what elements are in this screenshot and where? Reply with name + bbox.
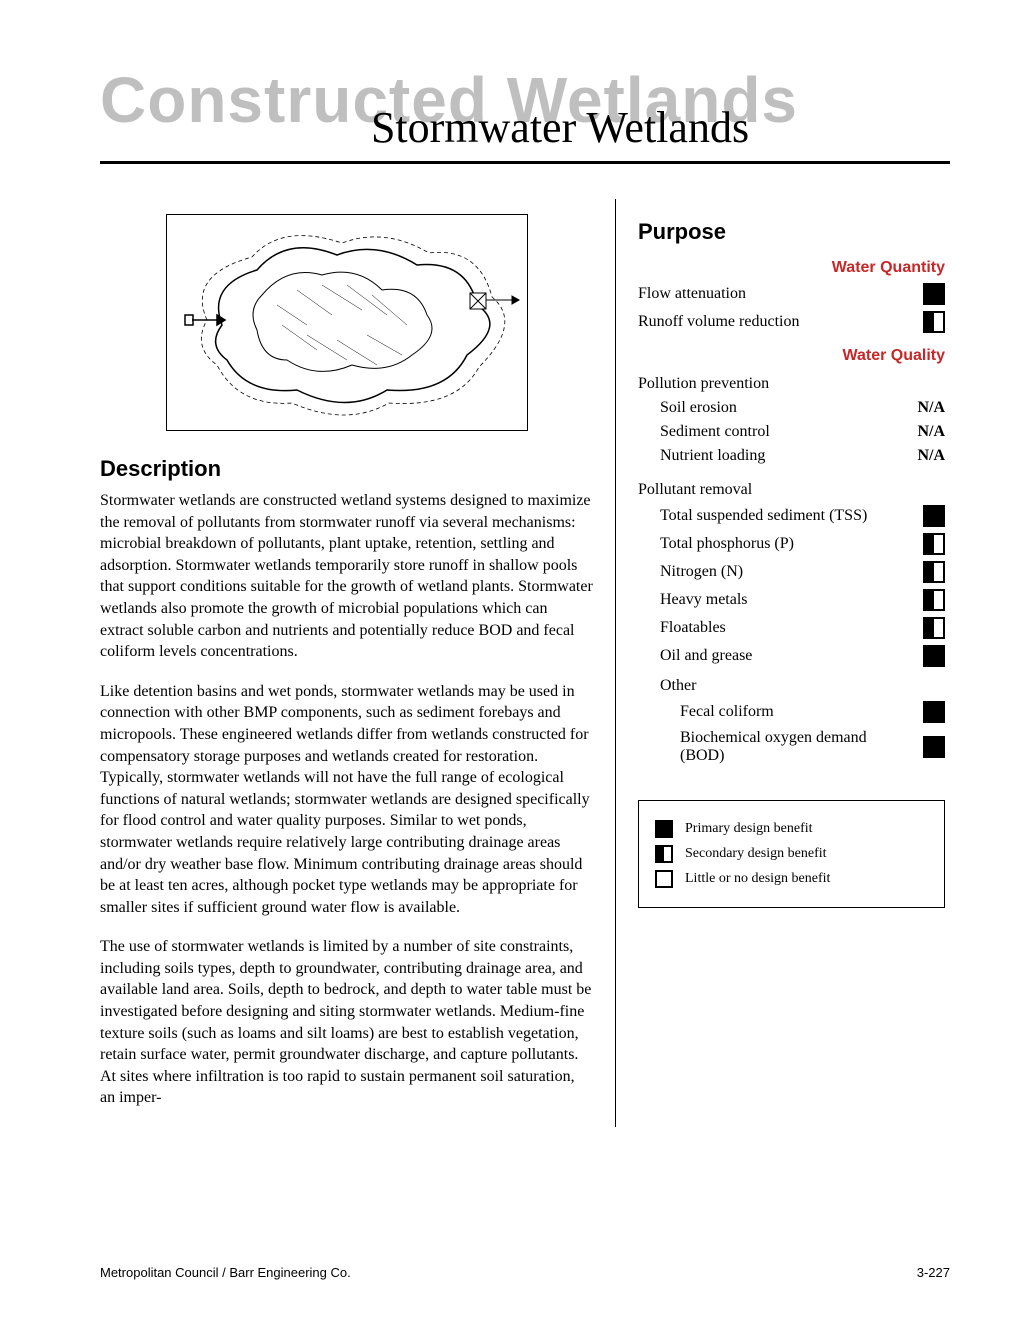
- water-quantity-head: Water Quantity: [638, 259, 945, 277]
- box-runoff: [923, 311, 945, 333]
- box-bod: [923, 736, 945, 758]
- label-fecal: Fecal coliform: [680, 703, 774, 721]
- title-rule: [100, 161, 950, 164]
- description-p3: The use of stormwater wetlands is limite…: [100, 936, 593, 1109]
- content-columns: Description Stormwater wetlands are cons…: [100, 199, 950, 1127]
- right-column: Purpose Water Quantity Flow attenuation …: [615, 199, 945, 1127]
- legend-primary: Primary design benefit: [655, 820, 928, 838]
- label-float: Floatables: [660, 619, 726, 637]
- label-sediment: Sediment control: [660, 423, 770, 441]
- page: Constructed Wetlands Stormwater Wetlands: [0, 0, 1020, 1320]
- row-soil-erosion: Soil erosion N/A: [638, 399, 945, 417]
- row-phosphorus: Total phosphorus (P): [638, 533, 945, 555]
- footer: Metropolitan Council / Barr Engineering …: [100, 1265, 950, 1280]
- water-quality-head: Water Quality: [638, 347, 945, 365]
- label-pollutant-removal: Pollutant removal: [638, 481, 945, 499]
- legend: Primary design benefit Secondary design …: [638, 800, 945, 908]
- box-tss: [923, 505, 945, 527]
- label-nutrient: Nutrient loading: [660, 447, 765, 465]
- footer-left: Metropolitan Council / Barr Engineering …: [100, 1265, 351, 1280]
- row-floatables: Floatables: [638, 617, 945, 639]
- wetland-diagram: [166, 214, 528, 431]
- row-bod: Biochemical oxygen demand (BOD): [638, 729, 945, 765]
- box-oil: [923, 645, 945, 667]
- box-fecal: [923, 701, 945, 723]
- footer-right: 3-227: [917, 1265, 950, 1280]
- description-p1: Stormwater wetlands are constructed wetl…: [100, 490, 593, 663]
- box-float: [923, 617, 945, 639]
- label-tss: Total suspended sediment (TSS): [660, 507, 867, 525]
- label-phos: Total phosphorus (P): [660, 535, 794, 553]
- na-nutrient: N/A: [905, 447, 945, 465]
- row-runoff: Runoff volume reduction: [638, 311, 945, 333]
- label-oil: Oil and grease: [660, 647, 752, 665]
- legend-box-empty: [655, 870, 673, 888]
- row-sediment: Sediment control N/A: [638, 423, 945, 441]
- label-pollution-prevention: Pollution prevention: [638, 375, 945, 393]
- left-column: Description Stormwater wetlands are cons…: [100, 199, 615, 1127]
- label-flow: Flow attenuation: [638, 285, 746, 303]
- label-runoff: Runoff volume reduction: [638, 313, 799, 331]
- row-oil: Oil and grease: [638, 645, 945, 667]
- na-sediment: N/A: [905, 423, 945, 441]
- label-metals: Heavy metals: [660, 591, 748, 609]
- row-fecal: Fecal coliform: [638, 701, 945, 723]
- box-nitro: [923, 561, 945, 583]
- description-p2: Like detention basins and wet ponds, sto…: [100, 681, 593, 919]
- box-phos: [923, 533, 945, 555]
- box-metals: [923, 589, 945, 611]
- legend-none-label: Little or no design benefit: [685, 871, 830, 887]
- description-heading: Description: [100, 456, 593, 482]
- label-bod: Biochemical oxygen demand (BOD): [680, 729, 900, 765]
- legend-box-half: [655, 845, 673, 863]
- row-flow-attenuation: Flow attenuation: [638, 283, 945, 305]
- na-soil: N/A: [905, 399, 945, 417]
- row-nutrient: Nutrient loading N/A: [638, 447, 945, 465]
- legend-primary-label: Primary design benefit: [685, 821, 813, 837]
- legend-secondary: Secondary design benefit: [655, 845, 928, 863]
- row-tss: Total suspended sediment (TSS): [638, 505, 945, 527]
- label-other: Other: [638, 677, 945, 695]
- legend-box-full: [655, 820, 673, 838]
- row-metals: Heavy metals: [638, 589, 945, 611]
- purpose-heading: Purpose: [638, 219, 945, 245]
- legend-none: Little or no design benefit: [655, 870, 928, 888]
- label-soil: Soil erosion: [660, 399, 737, 417]
- label-nitro: Nitrogen (N): [660, 563, 743, 581]
- box-flow: [923, 283, 945, 305]
- row-nitrogen: Nitrogen (N): [638, 561, 945, 583]
- legend-secondary-label: Secondary design benefit: [685, 846, 827, 862]
